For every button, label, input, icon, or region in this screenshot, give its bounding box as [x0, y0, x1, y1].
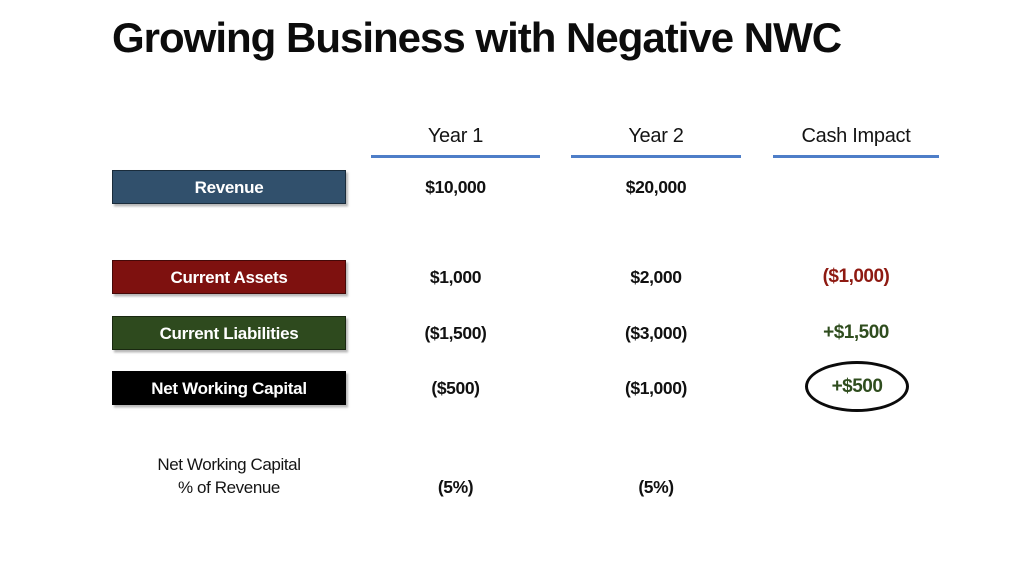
current-assets-year1-value: $1,000: [429, 267, 482, 287]
current-assets-cash-impact-value: ($1,000): [822, 266, 890, 287]
current-assets-year2-value: $2,000: [630, 267, 682, 287]
row-label-revenue: Revenue: [112, 170, 346, 204]
net-working-capital-year1-value: ($500): [431, 378, 480, 398]
row-label-current-assets: Current Assets: [112, 260, 346, 294]
column-header-cash-impact: Cash Impact: [773, 125, 939, 158]
net-working-capital-cash-impact-value: +$500: [831, 375, 883, 397]
nwc-percent-year1-value: (5%): [437, 477, 474, 497]
highlight-ellipse: +$500: [805, 361, 909, 412]
row-label-nwc-percent-of-revenue: Net Working Capital % of Revenue: [112, 453, 346, 499]
page-title: Growing Business with Negative NWC: [112, 14, 842, 61]
current-liabilities-year2-value: ($3,000): [625, 323, 687, 343]
column-header-year1: Year 1: [371, 125, 540, 158]
nwc-percent-label-line2: % of Revenue: [178, 478, 280, 497]
current-liabilities-cash-impact-value: +$1,500: [823, 322, 889, 343]
row-label-current-liabilities: Current Liabilities: [112, 316, 346, 350]
revenue-year2-value: $20,000: [625, 177, 687, 197]
current-liabilities-year1-value: ($1,500): [424, 323, 487, 343]
nwc-percent-year2-value: (5%): [638, 477, 674, 497]
net-working-capital-year2-value: ($1,000): [625, 378, 687, 398]
row-label-net-working-capital: Net Working Capital: [112, 371, 346, 405]
nwc-percent-label-line1: Net Working Capital: [157, 455, 301, 474]
column-header-year2: Year 2: [571, 125, 741, 158]
revenue-year1-value: $10,000: [425, 177, 486, 197]
